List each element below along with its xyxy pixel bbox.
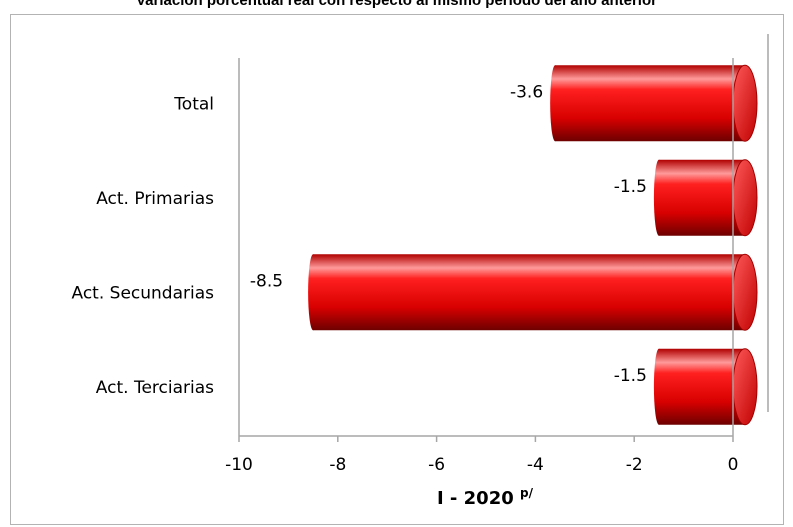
x-tick-label: -10 (225, 455, 253, 475)
x-axis-label-text: I - 2020 (436, 488, 514, 509)
labels-layer: -10 -8 -6 -4 -2 0 Total -3.6 Act. Primarias -1.5 A… (72, 82, 739, 475)
data-label: -1.5 (614, 366, 647, 386)
x-tick-label: -8 (329, 455, 346, 475)
x-tick-label: -2 (626, 455, 643, 475)
bar-left-cap (308, 254, 319, 331)
bars-layer (308, 64, 758, 426)
x-tick-label: -4 (527, 455, 544, 475)
bar (658, 348, 745, 425)
bar (313, 254, 745, 331)
category-label: Act. Terciarias (96, 378, 214, 398)
bar-left-cap (653, 348, 664, 425)
x-axis-label-superscript: p/ (520, 486, 534, 500)
bar-left-cap (653, 159, 664, 236)
bar-left-cap (550, 65, 561, 142)
chart-title: Variación porcentual real con respecto a… (136, 0, 657, 9)
category-label: Act. Primarias (96, 189, 214, 209)
category-label: Total (173, 94, 214, 114)
axes-layer (238, 34, 769, 442)
category-label: Act. Secundarias (72, 283, 215, 303)
bar-end-cap (732, 253, 758, 331)
bar-end-cap (732, 348, 758, 426)
bar-end-cap (732, 64, 758, 142)
chart-frame (10, 14, 784, 525)
bar (555, 65, 745, 142)
data-label: -8.5 (250, 271, 283, 291)
x-tick-label: 0 (728, 455, 739, 475)
x-axis-label: I - 2020 p/ (0, 486, 793, 509)
data-label: -1.5 (614, 177, 647, 197)
data-label: -3.6 (510, 82, 543, 102)
x-tick-label: -6 (428, 455, 445, 475)
bar (658, 159, 745, 236)
bar-end-cap (732, 159, 758, 237)
